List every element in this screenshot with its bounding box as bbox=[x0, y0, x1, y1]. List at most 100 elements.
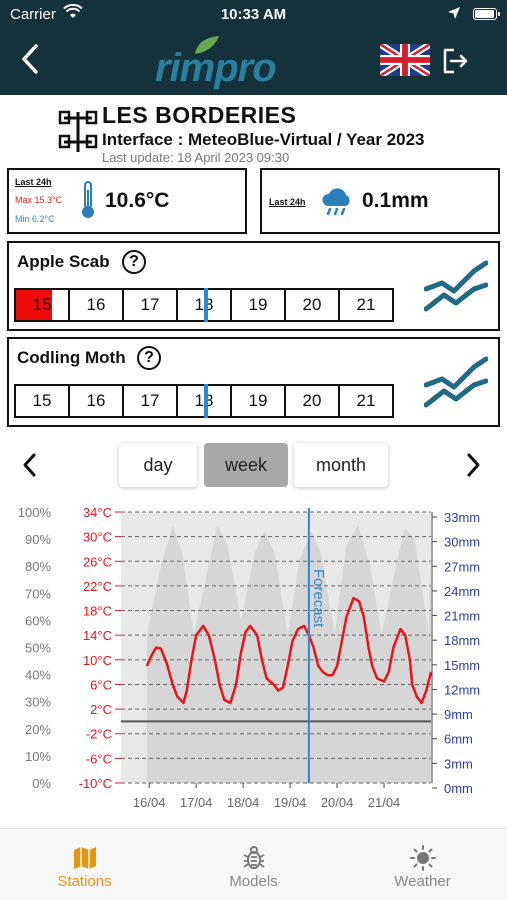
last-update: Last update: 18 April 2023 09:30 bbox=[102, 150, 290, 165]
rain-tick-label: 18mm bbox=[444, 633, 480, 648]
rain-tick-label: 12mm bbox=[444, 682, 480, 697]
day-cell[interactable]: 16 bbox=[68, 384, 124, 418]
humidity-tick-label: 20% bbox=[25, 722, 51, 737]
help-icon[interactable]: ? bbox=[137, 346, 161, 370]
period-day-button[interactable]: day bbox=[119, 443, 197, 487]
temperature-tick-label: 26°C bbox=[83, 554, 112, 569]
thermometer-icon bbox=[82, 181, 94, 218]
tab-stations[interactable]: Stations bbox=[0, 829, 169, 900]
day-cell[interactable]: 17 bbox=[122, 288, 178, 322]
rain-tick-label: 27mm bbox=[444, 559, 480, 574]
temperature-tick-label: -10°C bbox=[79, 776, 112, 791]
temperature-tick-label: 34°C bbox=[83, 505, 112, 520]
rain-tick-label: 21mm bbox=[444, 609, 480, 624]
day-cell[interactable]: 20 bbox=[284, 288, 340, 322]
model-title: Apple Scab bbox=[17, 252, 110, 271]
rain-tick-label: 33mm bbox=[444, 510, 480, 525]
tab-label: Weather bbox=[394, 873, 451, 890]
temperature-tick-label: 10°C bbox=[83, 653, 112, 668]
previous-period-icon[interactable] bbox=[18, 452, 42, 478]
leaf-icon bbox=[195, 36, 219, 54]
min-temperature: Min 6.2°C bbox=[15, 214, 55, 224]
sun-icon bbox=[410, 845, 436, 871]
temperature-value: 10.6°C bbox=[105, 189, 170, 212]
rimpro-logo: rimpro bbox=[155, 34, 285, 90]
day-cell[interactable]: 16 bbox=[68, 288, 124, 322]
day-cell[interactable]: 15 bbox=[14, 384, 70, 418]
status-bar: Carrier 10:33 AM bbox=[0, 0, 507, 30]
day-cell[interactable]: 17 bbox=[122, 384, 178, 418]
rain-tick-label: 6mm bbox=[444, 732, 473, 747]
x-tick-label: 21/04 bbox=[368, 795, 401, 810]
humidity-tick-label: 50% bbox=[25, 641, 51, 656]
period-label: Last 24h bbox=[15, 177, 52, 187]
rain-tick-label: 9mm bbox=[444, 707, 473, 722]
battery-icon bbox=[473, 8, 500, 20]
logo-text: rimpro bbox=[155, 46, 277, 90]
current-time-marker bbox=[204, 288, 208, 322]
trend-chart-icon[interactable] bbox=[424, 259, 488, 315]
humidity-tick-label: 80% bbox=[25, 559, 51, 574]
trend-chart-icon[interactable] bbox=[424, 355, 488, 411]
humidity-tick-label: 10% bbox=[25, 749, 51, 764]
bug-icon bbox=[243, 846, 265, 869]
rain-tick-label: 15mm bbox=[444, 658, 480, 673]
logout-icon[interactable] bbox=[440, 46, 470, 76]
location-arrow-icon bbox=[448, 7, 460, 19]
rain-tick-label: 0mm bbox=[444, 781, 473, 796]
temperature-tick-label: 30°C bbox=[83, 530, 112, 545]
station-name: LES BORDERIES bbox=[102, 102, 297, 128]
clock: 10:33 AM bbox=[220, 6, 287, 23]
humidity-tick-label: 40% bbox=[25, 668, 51, 683]
wifi-icon bbox=[63, 4, 83, 18]
humidity-tick-label: 60% bbox=[25, 613, 51, 628]
next-period-icon[interactable] bbox=[461, 452, 485, 478]
weather-chart[interactable]: 34°C 30°C 26°C 22°C 18°C 14°C 10°C 6°C 2°C -2°C -6… bbox=[0, 495, 507, 825]
humidity-tick-label: 90% bbox=[25, 532, 51, 547]
day-cell[interactable]: 19 bbox=[230, 384, 286, 418]
x-tick-label: 19/04 bbox=[274, 795, 307, 810]
day-strip: 15 16 17 18 19 20 21 bbox=[14, 288, 394, 322]
temperature-line bbox=[145, 596, 433, 705]
period-week-button[interactable]: week bbox=[204, 443, 288, 487]
x-tick-label: 20/04 bbox=[321, 795, 354, 810]
rain-card[interactable]: Last 24h 0.1mm bbox=[260, 168, 500, 234]
tab-bar: Stations Models Weather bbox=[0, 828, 507, 900]
temperature-card[interactable]: Last 24h Max 15.3°C Min 6.2°C 10.6°C bbox=[7, 168, 247, 234]
rain-cloud-icon bbox=[322, 188, 350, 216]
humidity-tick-label: 0% bbox=[32, 776, 51, 791]
temperature-tick-label: 6°C bbox=[90, 677, 112, 692]
period-label: Last 24h bbox=[269, 197, 306, 207]
model-card-codling-moth[interactable]: Codling Moth ? 15 16 17 18 19 20 21 bbox=[7, 337, 500, 427]
max-temperature: Max 15.3°C bbox=[15, 195, 63, 205]
model-title: Codling Moth bbox=[17, 348, 126, 367]
uk-flag-icon[interactable] bbox=[380, 44, 430, 76]
period-month-button[interactable]: month bbox=[294, 443, 388, 487]
humidity-tick-label: 30% bbox=[25, 695, 51, 710]
day-cell[interactable]: 19 bbox=[230, 288, 286, 322]
station-interface: Interface : MeteoBlue-Virtual / Year 202… bbox=[102, 130, 425, 149]
back-arrow-icon[interactable] bbox=[16, 42, 46, 76]
day-cell[interactable]: 20 bbox=[284, 384, 340, 418]
tab-label: Models bbox=[229, 873, 278, 890]
rain-tick-label: 3mm bbox=[444, 756, 473, 771]
rain-tick-label: 30mm bbox=[444, 535, 480, 550]
forecast-label: Forecast bbox=[310, 569, 327, 628]
tab-models[interactable]: Models bbox=[169, 829, 338, 900]
day-cell[interactable]: 15 bbox=[14, 288, 70, 322]
humidity-tick-label: 100% bbox=[18, 505, 52, 520]
humidity-tick-label: 70% bbox=[25, 586, 51, 601]
temperature-tick-label: 22°C bbox=[83, 579, 112, 594]
day-cell[interactable]: 21 bbox=[338, 384, 394, 418]
x-tick-label: 18/04 bbox=[227, 795, 260, 810]
day-strip: 15 16 17 18 19 20 21 bbox=[14, 384, 394, 418]
map-icon bbox=[74, 847, 96, 869]
current-time-marker bbox=[204, 384, 208, 418]
rain-value: 0.1mm bbox=[362, 189, 429, 212]
day-cell[interactable]: 21 bbox=[338, 288, 394, 322]
tab-weather[interactable]: Weather bbox=[338, 829, 507, 900]
model-card-apple-scab[interactable]: Apple Scab ? 15 16 17 18 19 20 21 bbox=[7, 241, 500, 331]
x-tick-label: 17/04 bbox=[180, 795, 213, 810]
help-icon[interactable]: ? bbox=[122, 250, 146, 274]
